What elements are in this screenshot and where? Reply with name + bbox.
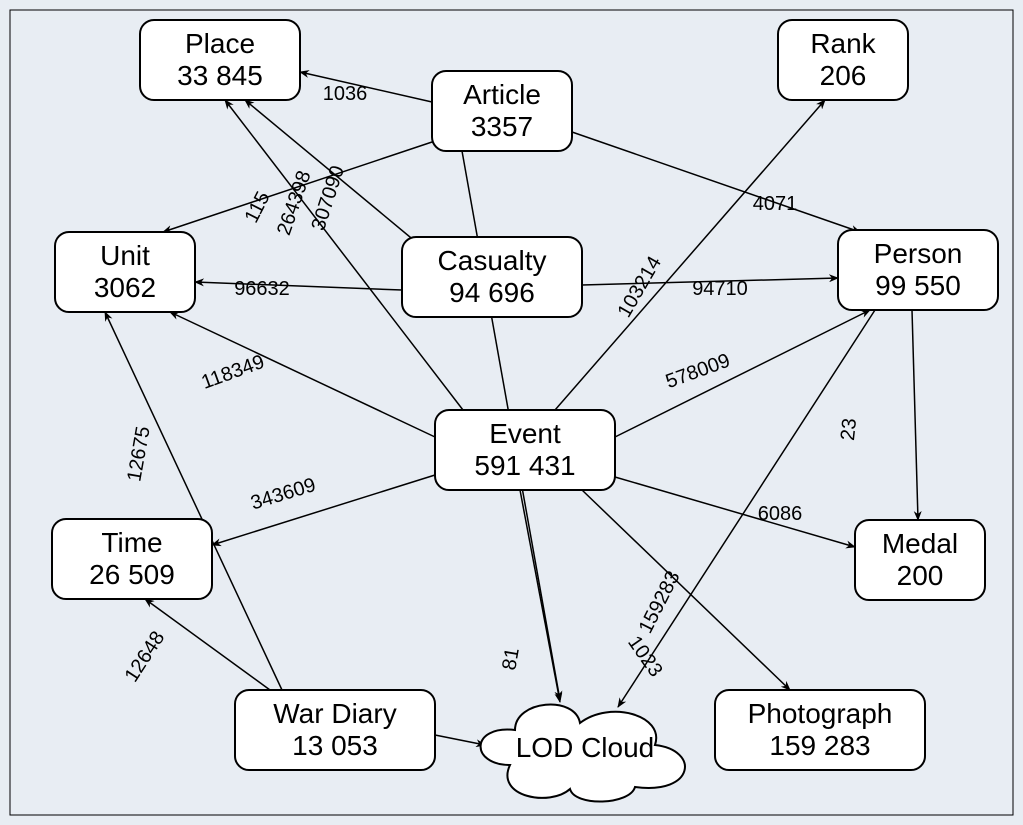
- node-wardiary: War Diary13 053: [235, 690, 435, 770]
- node-label1-unit: Unit: [100, 240, 150, 271]
- node-label2-unit: 3062: [94, 272, 156, 303]
- node-label1-person: Person: [874, 238, 963, 269]
- edge-label-event-medal: 6086: [758, 503, 803, 525]
- edge-label-event-lodcloud: 81: [498, 646, 524, 672]
- node-label1-photograph: Photograph: [748, 698, 893, 729]
- node-casualty: Casualty94 696: [402, 237, 582, 317]
- node-label1-wardiary: War Diary: [273, 698, 396, 729]
- node-label1-article: Article: [463, 79, 541, 110]
- edge-label-casualty-unit: 96632: [234, 278, 290, 300]
- node-label2-place: 33 845: [177, 60, 263, 91]
- node-person: Person99 550: [838, 230, 998, 310]
- node-event: Event591 431: [435, 410, 615, 490]
- edge-label-article-person: 4071: [753, 193, 798, 215]
- node-label1-event: Event: [489, 418, 561, 449]
- node-medal: Medal200: [855, 520, 985, 600]
- edge-label-casualty-person: 94710: [692, 278, 748, 300]
- node-label1-medal: Medal: [882, 528, 958, 559]
- node-label2-photograph: 159 283: [769, 730, 870, 761]
- edge-label-article-place: 1036: [323, 83, 368, 105]
- node-time: Time26 509: [52, 519, 212, 599]
- edge-label-person-medal: 23: [837, 417, 861, 441]
- node-label1-time: Time: [101, 527, 162, 558]
- node-place: Place33 845: [140, 20, 300, 100]
- node-label2-article: 3357: [471, 111, 533, 142]
- node-photograph: Photograph159 283: [715, 690, 925, 770]
- node-label2-rank: 206: [820, 60, 867, 91]
- node-label2-medal: 200: [897, 560, 944, 591]
- node-label2-casualty: 94 696: [449, 277, 535, 308]
- node-label2-event: 591 431: [474, 450, 575, 481]
- node-label2-wardiary: 13 053: [292, 730, 378, 761]
- node-unit: Unit3062: [55, 232, 195, 312]
- node-label1-casualty: Casualty: [438, 245, 547, 276]
- node-label-lodcloud: LOD Cloud: [516, 732, 655, 763]
- node-label1-place: Place: [185, 28, 255, 59]
- node-label2-time: 26 509: [89, 559, 175, 590]
- node-label1-rank: Rank: [810, 28, 876, 59]
- network-diagram: Place33 845 Rank206 Article3357 Unit3062 Cas…: [0, 0, 1023, 825]
- node-rank: Rank206: [778, 20, 908, 100]
- node-article: Article3357: [432, 71, 572, 151]
- node-label2-person: 99 550: [875, 270, 961, 301]
